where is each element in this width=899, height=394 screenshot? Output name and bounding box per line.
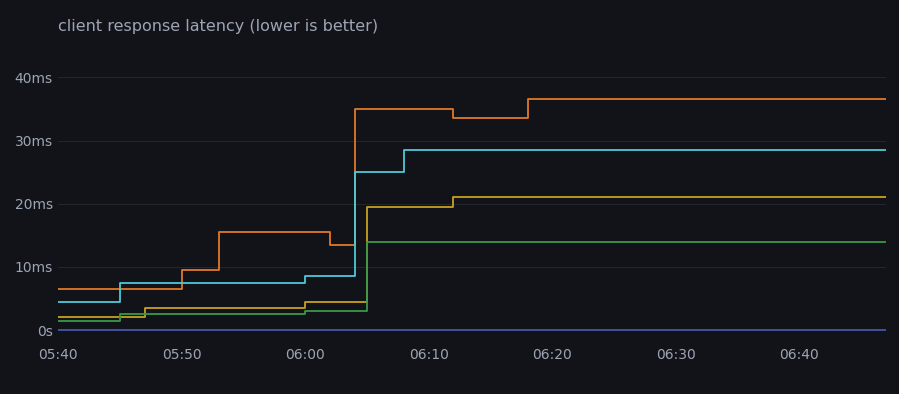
- Text: client response latency (lower is better): client response latency (lower is better…: [58, 19, 378, 34]
